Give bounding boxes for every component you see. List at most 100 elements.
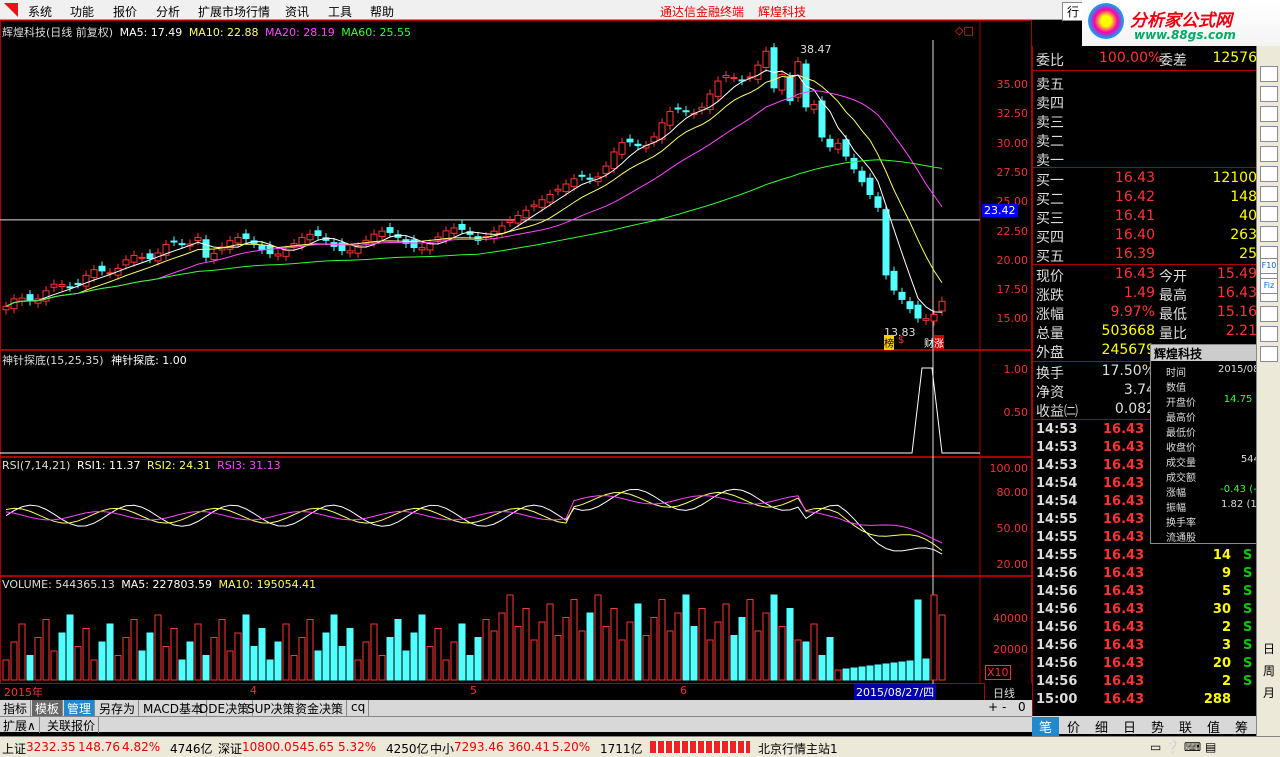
quote-tab[interactable]: 值 [1206, 721, 1220, 736]
vol-axis-40000: 40000 [993, 612, 1028, 625]
toolbar-icon[interactable] [1260, 226, 1278, 242]
volume-bar [402, 650, 410, 681]
volume-bar [290, 655, 298, 681]
indicator-tab[interactable]: cq [348, 700, 370, 716]
vol-label: VOLUME: 544365.13 [2, 578, 115, 591]
toolbar-icon[interactable] [1260, 106, 1278, 122]
vol-multiplier: X10 [985, 665, 1011, 680]
sell-label: 卖五 [1036, 77, 1064, 93]
ma10-label: MA10: 22.88 [188, 26, 259, 39]
tick-price: 16.43 [1103, 422, 1145, 437]
quote-tab[interactable]: 日 [1122, 721, 1136, 736]
tick-volume: 14 [1212, 548, 1231, 563]
indicator-tab[interactable]: 管理 [64, 700, 96, 716]
candle-body [530, 204, 538, 208]
quote-tab[interactable]: 细 [1094, 721, 1108, 736]
sh-index[interactable]: 3232.35 [26, 740, 76, 754]
candle-body [850, 157, 858, 170]
volume-bar [58, 632, 66, 681]
plus-button[interactable]: + [988, 700, 999, 714]
volume-bar [674, 612, 682, 681]
chart-area[interactable]: 辉煌科技(日线 前复权) MA5: 17.49 MA10: 22.88 MA20… [0, 20, 1032, 700]
buy-row[interactable]: 买五 16.39 25 [1033, 246, 1257, 265]
menu-analysis[interactable]: 分析 [156, 5, 181, 19]
volume-bar [234, 632, 242, 681]
buy-price: 16.43 [1114, 170, 1155, 186]
toolbar-icon[interactable] [1260, 186, 1278, 202]
toolbar-icon[interactable] [1260, 326, 1278, 342]
toolbar-icon[interactable] [1260, 126, 1278, 142]
indicator-tab[interactable]: MACD基本 [140, 700, 207, 716]
toolbar-text-button[interactable]: Fiz [1260, 278, 1278, 294]
finance-row: 换手 17.50% [1033, 363, 1257, 382]
buy-row[interactable]: 买二 16.42 148 [1033, 189, 1257, 208]
quote-dropdown[interactable]: 行 [1062, 2, 1085, 21]
chart-corner-icons[interactable]: ◇□ [955, 24, 974, 37]
tick-volume: 288 [1203, 692, 1231, 707]
indicator-tab[interactable]: SUP决策 [244, 700, 299, 716]
tick-row: 14:56 16.43 2 S [1033, 620, 1257, 638]
indicator-tab[interactable]: 指标 [0, 700, 32, 716]
sell-row[interactable]: 卖三 [1033, 112, 1257, 131]
menu-tools[interactable]: 工具 [328, 5, 353, 19]
toolbar-icon[interactable] [1260, 346, 1278, 362]
quote-tab[interactable]: 价 [1066, 721, 1080, 736]
indicator-tab[interactable]: DDE决策 [196, 700, 254, 716]
indicator-tab[interactable]: 另存为 [96, 700, 140, 716]
menu-system[interactable]: 系统 [28, 5, 53, 19]
quote-tab[interactable]: 势 [1150, 721, 1164, 736]
tick-time: 14:53 [1036, 440, 1078, 455]
toolbar-icon[interactable] [1260, 86, 1278, 102]
candle-body [74, 282, 82, 285]
sell-row[interactable]: 卖二 [1033, 131, 1257, 150]
volume-bar [466, 655, 474, 681]
stat-value2: 15.49 [1216, 266, 1257, 282]
volume-bar [306, 619, 314, 681]
toolbar-icon[interactable] [1260, 166, 1278, 182]
menu-function[interactable]: 功能 [70, 5, 95, 19]
period-button[interactable]: 周 [1262, 664, 1275, 678]
buy-row[interactable]: 买三 16.41 40 [1033, 208, 1257, 227]
ext-tab[interactable]: 关联报价 [44, 717, 100, 733]
quote-tab[interactable]: 筹 [1234, 721, 1248, 736]
sell-row[interactable]: 卖五 [1033, 74, 1257, 93]
quote-tab[interactable]: 联 [1178, 721, 1192, 736]
indicator-tab[interactable]: 资金决策 [292, 700, 348, 716]
period-label[interactable]: 日线 [993, 687, 1015, 700]
ext-tab[interactable]: 扩展∧ [0, 717, 40, 733]
toolbar-text-button[interactable]: F10 [1260, 258, 1278, 274]
zx-pct: 5.20% [552, 740, 591, 754]
volume-bar [410, 632, 418, 681]
zero-button[interactable]: 0 [1018, 700, 1026, 714]
menu-quote[interactable]: 报价 [113, 5, 138, 19]
status-icons[interactable]: ▭ ❔ ⌨ ▤ [1150, 740, 1217, 754]
weicha-label: 委差 [1159, 53, 1187, 69]
menu-news[interactable]: 资讯 [285, 5, 310, 19]
period-button[interactable]: 日 [1262, 642, 1275, 656]
sz-index[interactable]: 10800.0 [242, 740, 292, 754]
menu-help[interactable]: 帮助 [370, 5, 395, 19]
quote-tab[interactable]: 笔 [1032, 717, 1059, 736]
toolbar-icon[interactable] [1260, 306, 1278, 322]
volume-bar [690, 626, 698, 681]
indicator-tab[interactable]: 模板 [32, 700, 64, 716]
kline-svg[interactable] [0, 20, 1032, 686]
volume-bar [778, 626, 786, 681]
buy-row[interactable]: 买四 16.40 263 [1033, 227, 1257, 246]
stat-value: 9.97% [1110, 304, 1155, 320]
zx-index[interactable]: 7293.46 [454, 740, 504, 754]
sell-row[interactable]: 卖一 [1033, 150, 1257, 169]
volume-bar [2, 659, 10, 681]
period-button[interactable]: 月 [1262, 686, 1275, 700]
sell-row[interactable]: 卖四 [1033, 93, 1257, 112]
toolbar-icon[interactable] [1260, 146, 1278, 162]
menu-ext-market[interactable]: 扩展市场行情 [198, 5, 271, 19]
minus-button[interactable]: - [1002, 700, 1007, 714]
ext-tabs: 扩展∧ 关联报价 [0, 716, 1032, 733]
server-name[interactable]: 北京行情主站1 [758, 742, 838, 756]
candle-body [826, 138, 834, 148]
volume-bar [666, 630, 674, 681]
toolbar-icon[interactable] [1260, 66, 1278, 82]
buy-row[interactable]: 买一 16.43 12100 [1033, 170, 1257, 189]
toolbar-icon[interactable] [1260, 206, 1278, 222]
